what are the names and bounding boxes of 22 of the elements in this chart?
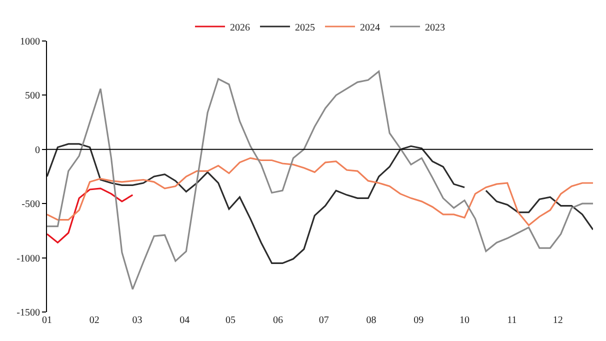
x-tick-label: 09 [414, 315, 424, 326]
y-tick-label: -1000 [16, 253, 40, 264]
y-tick-label: 500 [25, 90, 40, 102]
x-tick-label: 11 [507, 315, 517, 326]
x-tick-label: 10 [460, 315, 470, 326]
x-tick-label: 02 [89, 315, 100, 326]
x-tick-label: 12 [552, 315, 563, 326]
x-tick-label: 08 [366, 315, 376, 326]
legend-label: 2025 [295, 22, 315, 34]
x-tick-label: 06 [272, 315, 283, 326]
y-tick-label: 1000 [20, 36, 40, 48]
legend-label: 2026 [230, 22, 250, 34]
x-tick-label: 05 [226, 315, 236, 326]
x-tick-label: 04 [180, 315, 190, 326]
x-tick-label: 07 [318, 315, 329, 326]
y-tick-label: 0 [35, 144, 40, 156]
x-tick-label: 03 [132, 315, 142, 326]
y-tick-label: -500 [22, 199, 40, 210]
legend-label: 2024 [360, 22, 380, 34]
y-tick-label: -1500 [16, 308, 40, 318]
legend-label: 2023 [425, 22, 445, 34]
x-tick-label: 01 [42, 315, 52, 326]
